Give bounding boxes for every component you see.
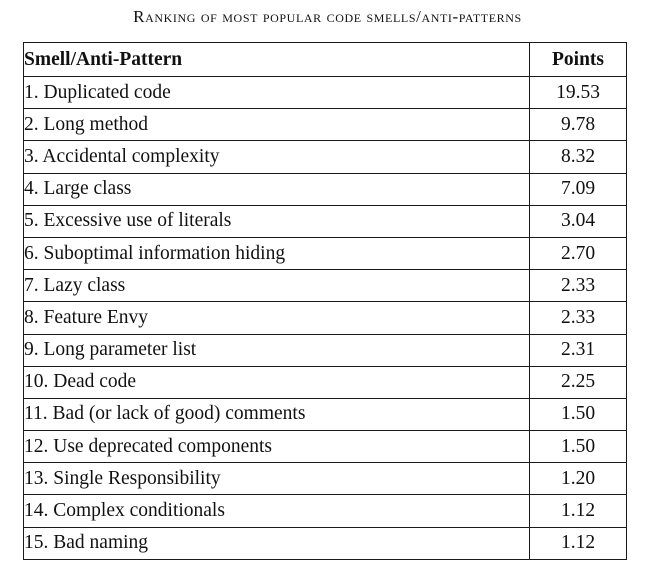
column-header-smell: Smell/Anti-Pattern <box>23 42 530 77</box>
smell-name-cell: 9. Long parameter list <box>23 333 530 367</box>
smell-name-cell: 10. Dead code <box>23 365 530 399</box>
smell-name-cell: 15. Bad naming <box>23 526 530 560</box>
table-row: 3. Accidental complexity 8.32 <box>23 140 627 174</box>
points-cell: 7.09 <box>529 172 627 206</box>
points-cell: 2.33 <box>529 301 627 335</box>
table-header-row: Smell/Anti-Pattern Points <box>23 42 627 77</box>
column-header-points: Points <box>529 42 627 77</box>
smell-name-cell: 14. Complex conditionals <box>23 494 530 528</box>
table-row: 8. Feature Envy 2.33 <box>23 301 627 335</box>
points-cell: 9.78 <box>529 108 627 142</box>
table-row: 14. Complex conditionals 1.12 <box>23 494 627 528</box>
smell-name-cell: 8. Feature Envy <box>23 301 530 335</box>
points-cell: 1.12 <box>529 526 627 560</box>
smell-name-cell: 13. Single Responsibility <box>23 462 530 496</box>
smell-name-cell: 12. Use deprecated components <box>23 430 530 464</box>
points-cell: 8.32 <box>529 140 627 174</box>
table-row: 7. Lazy class 2.33 <box>23 269 627 303</box>
points-cell: 3.04 <box>529 204 627 238</box>
table-row: 15. Bad naming 1.12 <box>23 526 627 560</box>
points-cell: 2.33 <box>529 269 627 303</box>
points-cell: 2.31 <box>529 333 627 367</box>
smell-name-cell: 3. Accidental complexity <box>23 140 530 174</box>
table-row: 1. Duplicated code 19.53 <box>23 75 627 110</box>
points-cell: 2.25 <box>529 365 627 399</box>
table-row: 4. Large class 7.09 <box>23 172 627 206</box>
table-caption: Ranking of most popular code smells/anti… <box>133 7 522 26</box>
table-row: 2. Long method 9.78 <box>23 108 627 142</box>
ranking-table: Smell/Anti-Pattern Points 1. Duplicated … <box>23 42 627 560</box>
table-row: 9. Long parameter list 2.31 <box>23 333 627 367</box>
points-cell: 1.12 <box>529 494 627 528</box>
smell-name-cell: 6. Suboptimal information hiding <box>23 236 530 271</box>
smell-name-cell: 4. Large class <box>23 172 530 206</box>
points-cell: 1.20 <box>529 462 627 496</box>
smell-name-cell: 2. Long method <box>23 108 530 142</box>
table-row: 12. Use deprecated components 1.50 <box>23 430 627 464</box>
smell-name-cell: 1. Duplicated code <box>23 75 530 110</box>
smell-name-cell: 5. Excessive use of literals <box>23 204 530 238</box>
table-row: 11. Bad (or lack of good) comments 1.50 <box>23 397 627 432</box>
table-row: 5. Excessive use of literals 3.04 <box>23 204 627 238</box>
table-row: 10. Dead code 2.25 <box>23 365 627 399</box>
points-cell: 2.70 <box>529 236 627 271</box>
table-row: 6. Suboptimal information hiding 2.70 <box>23 236 627 271</box>
points-cell: 1.50 <box>529 430 627 464</box>
smell-name-cell: 11. Bad (or lack of good) comments <box>23 397 530 432</box>
points-cell: 1.50 <box>529 397 627 432</box>
table-row: 13. Single Responsibility 1.20 <box>23 462 627 496</box>
smell-name-cell: 7. Lazy class <box>23 269 530 303</box>
points-cell: 19.53 <box>529 75 627 110</box>
